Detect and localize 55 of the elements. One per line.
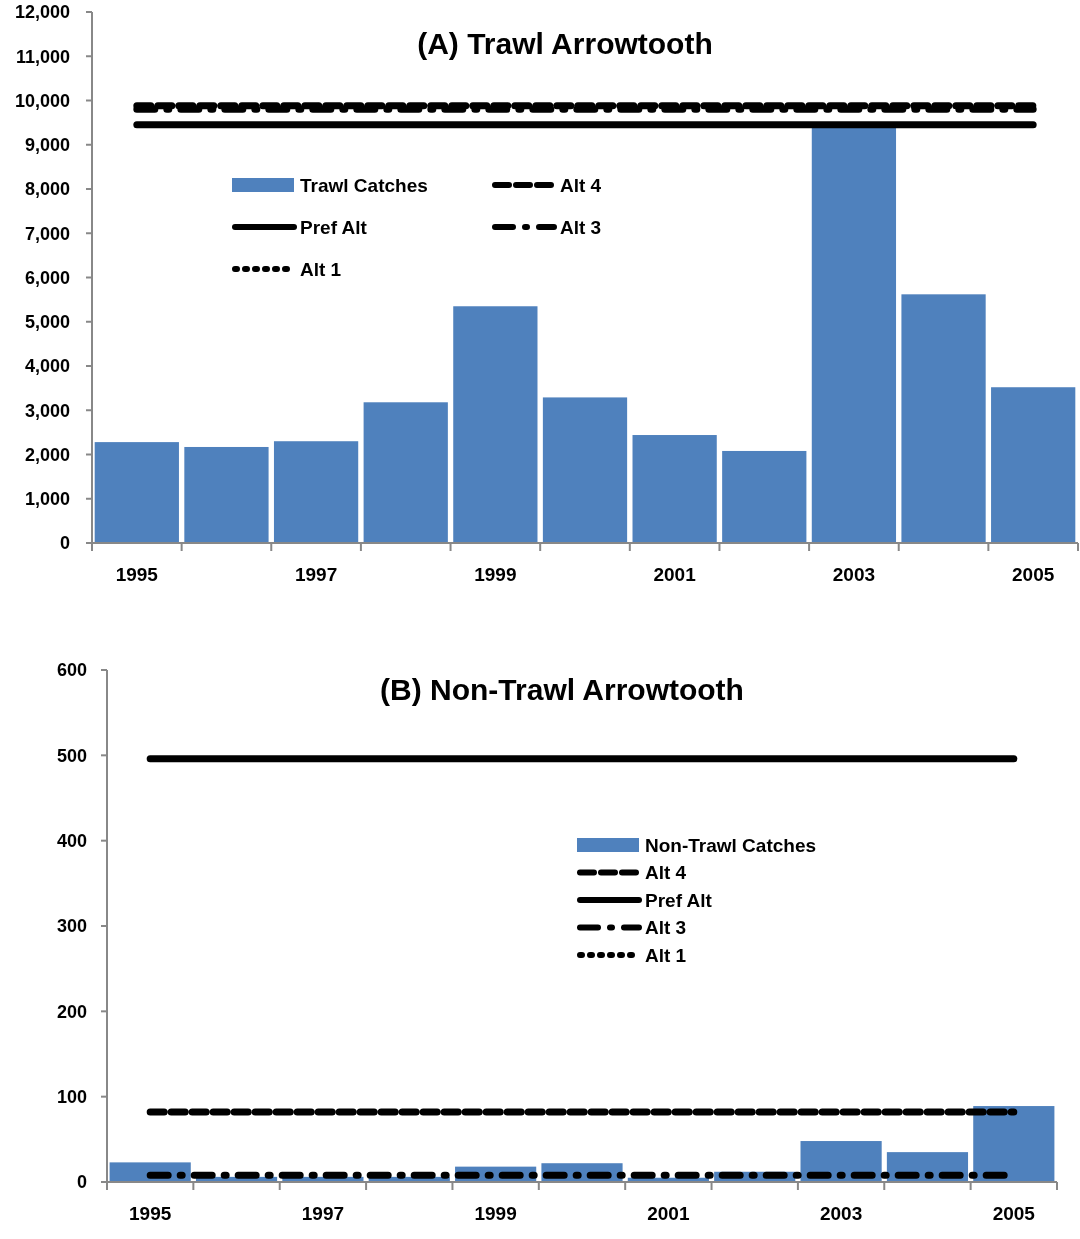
- x-tick-label: 2003: [832, 564, 876, 585]
- y-tick-label: 9,000: [24, 135, 70, 156]
- x-tick-label: 2001: [647, 1203, 690, 1224]
- y-tick-label: 12,000: [14, 2, 70, 23]
- legend-label: Alt 3: [645, 917, 687, 939]
- y-tick-label: 6,000: [24, 267, 70, 288]
- bar: [94, 442, 179, 543]
- x-tick-label: 1999: [474, 564, 517, 585]
- chart-title: (B) Non-Trawl Arrowtooth: [380, 673, 744, 706]
- y-tick-label: 300: [56, 916, 87, 937]
- legend-label: Alt 4: [560, 174, 602, 196]
- y-tick-label: 1,000: [24, 489, 70, 510]
- x-tick-label: 2005: [992, 1203, 1036, 1224]
- y-tick-label: 3,000: [24, 400, 70, 421]
- x-tick-label: 2005: [1012, 564, 1055, 585]
- y-tick-label: 10,000: [14, 90, 70, 111]
- legend-label: Alt 3: [560, 216, 602, 238]
- y-tick-label: 8,000: [24, 179, 70, 200]
- x-tick-label: 1997: [294, 564, 338, 585]
- legend-label: Alt 1: [300, 258, 342, 280]
- y-tick-label: 2,000: [24, 444, 70, 465]
- x-tick-label: 1997: [301, 1203, 345, 1224]
- y-tick-label: 7,000: [24, 223, 70, 244]
- bar: [632, 435, 717, 543]
- y-tick-label: 0: [76, 1172, 87, 1193]
- y-tick-label: 200: [56, 1001, 87, 1022]
- x-tick-label: 2001: [653, 564, 697, 585]
- legend-label: Alt 4: [645, 862, 687, 884]
- y-tick-label: 11,000: [15, 46, 70, 67]
- legend-label: Non-Trawl Catches: [645, 834, 817, 856]
- bar: [901, 294, 986, 543]
- bar: [453, 306, 538, 543]
- x-tick-label: 1995: [129, 1203, 172, 1224]
- bar: [363, 402, 448, 543]
- x-tick-label: 1999: [474, 1203, 517, 1224]
- y-tick-label: 400: [56, 830, 87, 851]
- legend-label: Trawl Catches: [300, 174, 428, 196]
- x-tick-label: 1995: [115, 564, 159, 585]
- bar: [184, 446, 269, 543]
- y-tick-label: 4,000: [24, 356, 70, 377]
- y-tick-label: 500: [56, 745, 87, 766]
- y-tick-label: 0: [59, 533, 70, 554]
- bar: [273, 441, 359, 543]
- legend-label: Pref Alt: [645, 889, 713, 911]
- bar: [991, 387, 1076, 543]
- bar: [811, 127, 897, 543]
- legend-label: Pref Alt: [300, 216, 368, 238]
- bar: [722, 450, 807, 543]
- legend-label: Alt 1: [645, 944, 687, 966]
- text: (A) Trawl Arrowtooth: [417, 27, 713, 60]
- y-tick-label: 600: [56, 660, 87, 681]
- bar: [542, 397, 628, 543]
- y-tick-label: 5,000: [24, 312, 70, 333]
- x-tick-label: 2003: [819, 1203, 863, 1224]
- y-tick-label: 100: [56, 1086, 87, 1107]
